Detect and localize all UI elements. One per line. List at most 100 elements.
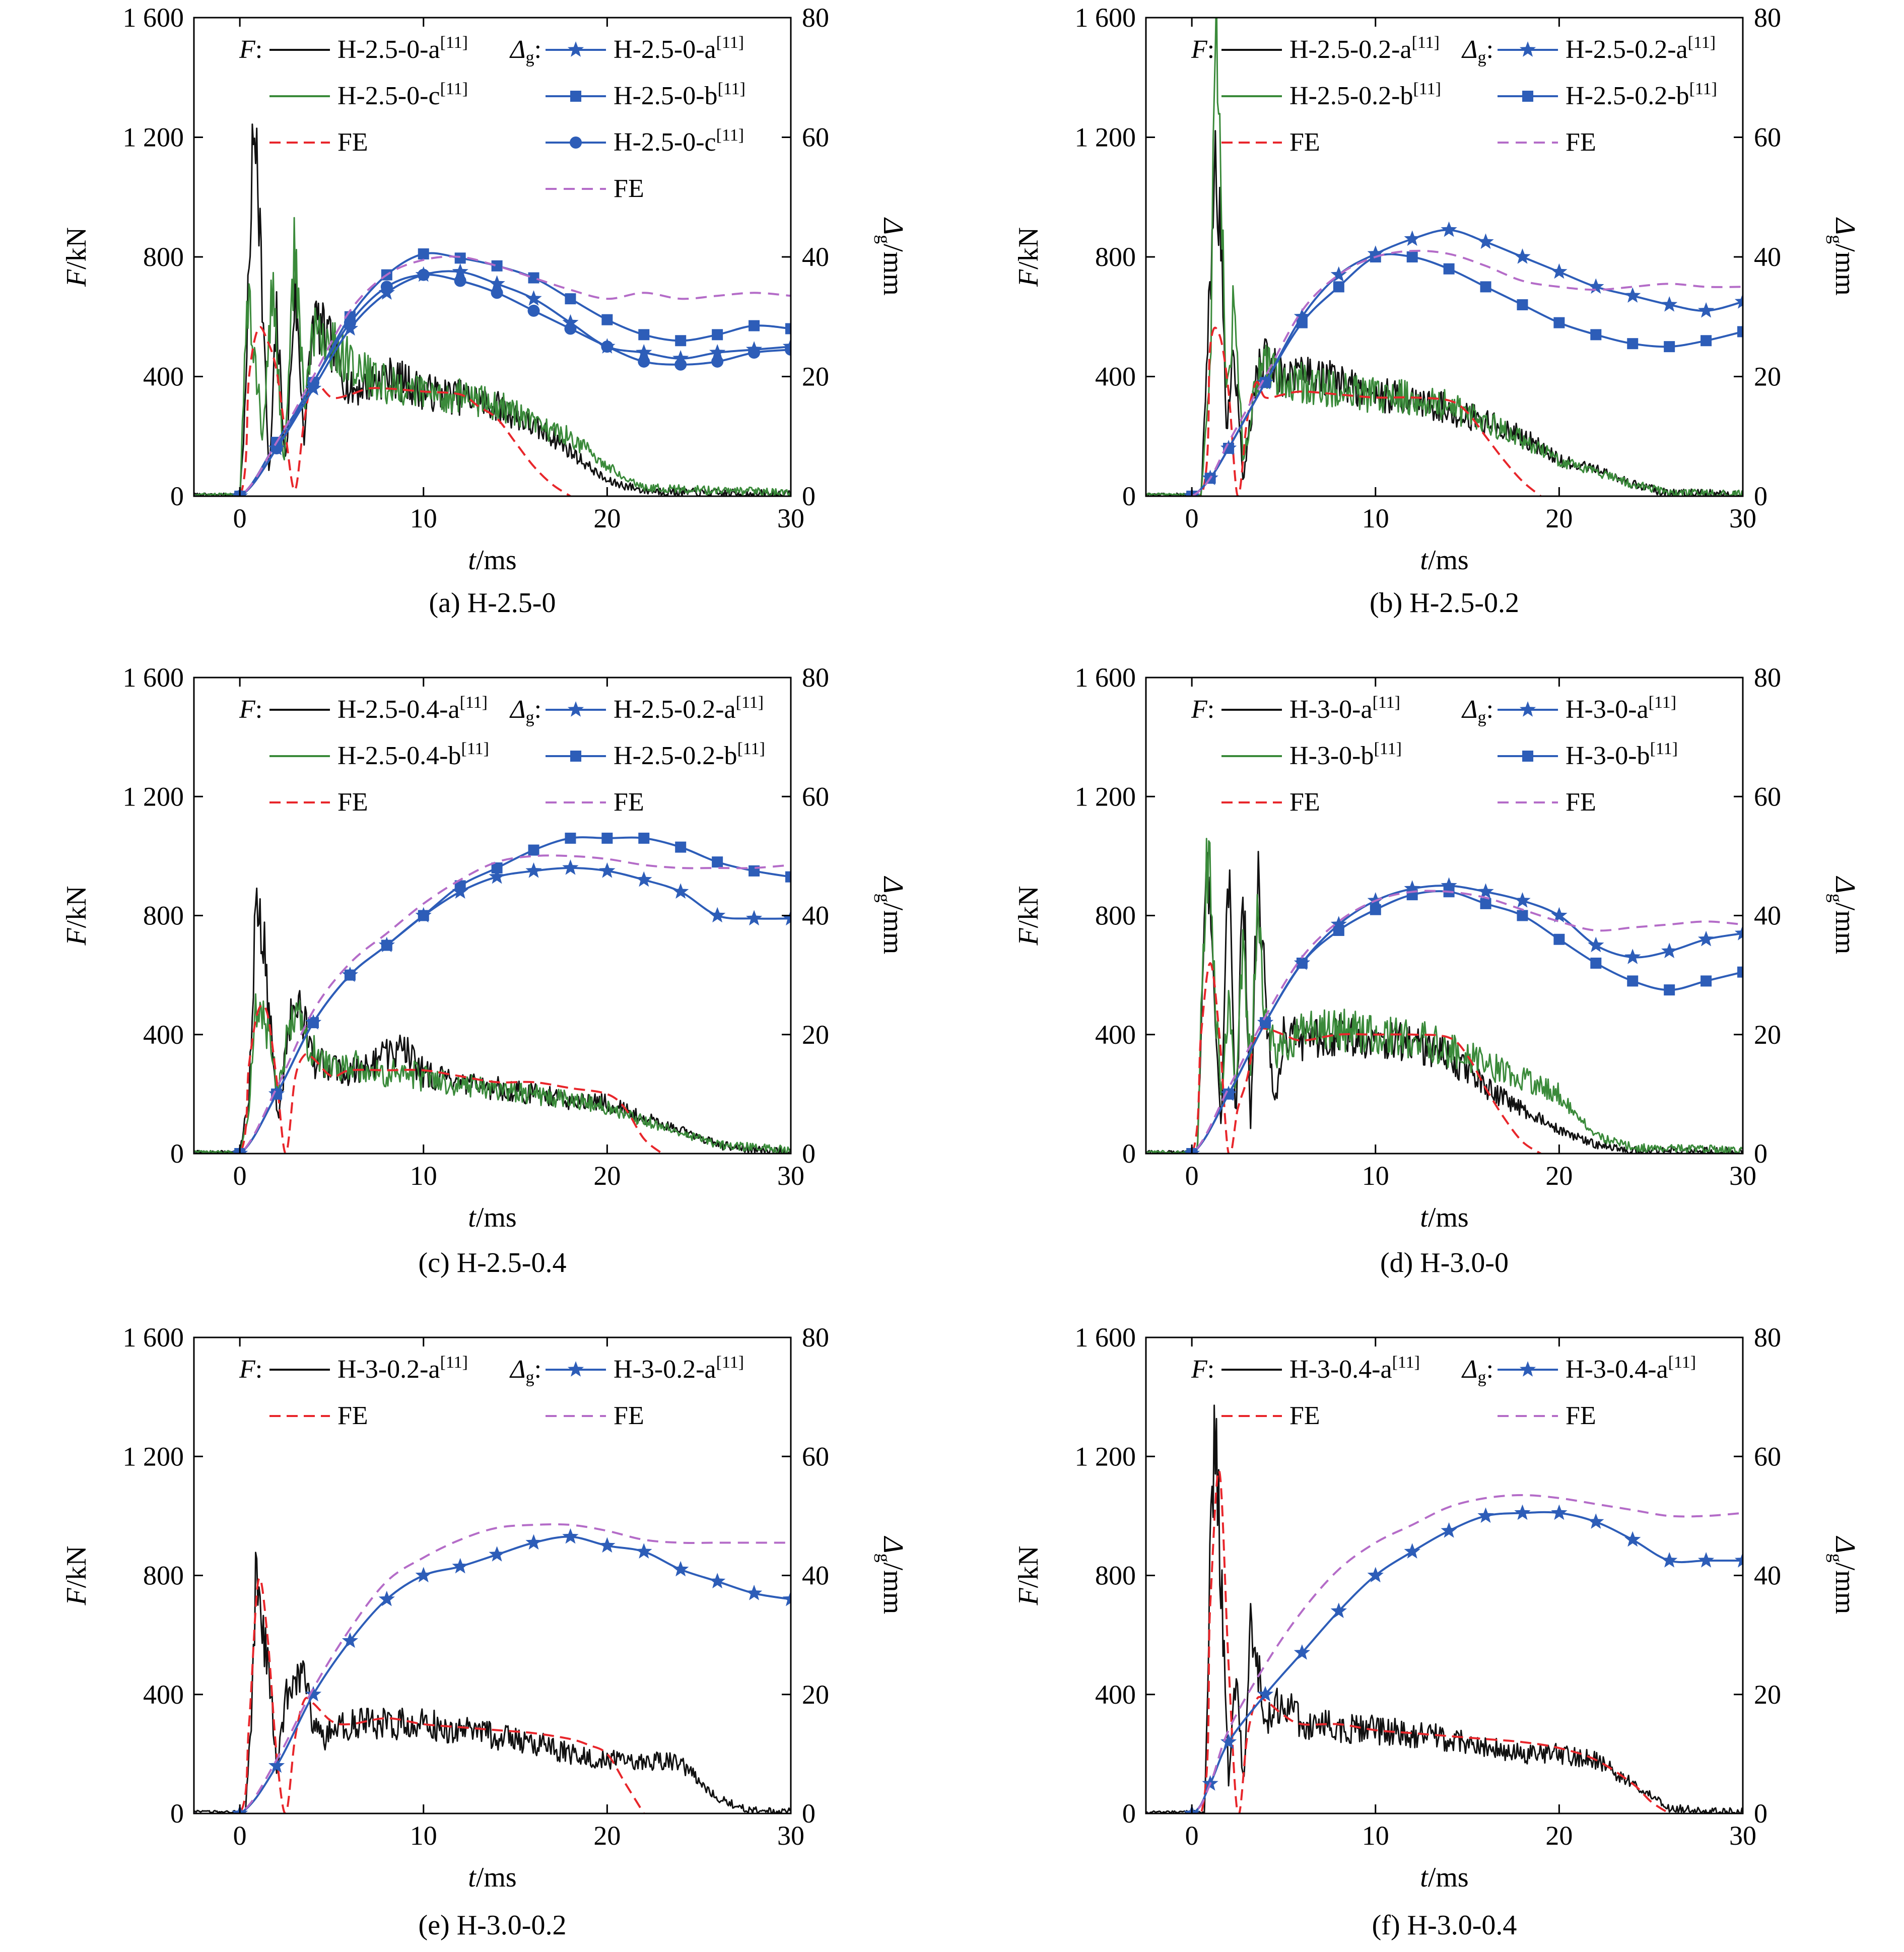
y-left-tick-label: 800 bbox=[1095, 242, 1136, 272]
data-point-marker bbox=[782, 910, 791, 926]
y-right-tick-label: 40 bbox=[1754, 1561, 1781, 1591]
data-point-marker bbox=[601, 314, 613, 325]
data-point-marker bbox=[1477, 233, 1494, 249]
y-left-tick-label: 1 200 bbox=[123, 781, 184, 812]
legend-marker bbox=[1519, 701, 1536, 717]
legend-force-entry: FE bbox=[337, 128, 368, 157]
legend-force-entry: FE bbox=[337, 1401, 368, 1430]
y-right-tick-label: 60 bbox=[802, 122, 829, 153]
data-point-marker bbox=[454, 275, 466, 287]
x-tick-label: 10 bbox=[1362, 1821, 1389, 1851]
legend-disp-entry: H-2.5-0.2-a[11] bbox=[1566, 33, 1716, 64]
data-point-marker bbox=[1514, 248, 1531, 264]
y-left-tick-label: 800 bbox=[143, 901, 184, 931]
legend-disp-prefix: Δg: bbox=[1461, 1355, 1493, 1387]
data-point-marker bbox=[785, 871, 791, 883]
data-point-marker bbox=[1517, 910, 1528, 921]
y-left-tick-label: 1 200 bbox=[1075, 781, 1136, 812]
data-point-marker bbox=[599, 862, 616, 878]
data-point-marker bbox=[1624, 1531, 1641, 1547]
data-point-marker bbox=[782, 1590, 791, 1606]
y-right-axis-label: Δg/mm bbox=[1826, 876, 1861, 955]
y-right-tick-label: 0 bbox=[802, 1798, 815, 1829]
legend-marker bbox=[570, 751, 582, 762]
y-right-tick-label: 40 bbox=[1754, 901, 1781, 931]
displacement-series-2 bbox=[1146, 890, 1743, 1154]
data-point-marker bbox=[1661, 1552, 1678, 1568]
data-point-marker bbox=[378, 1590, 395, 1606]
data-point-marker bbox=[491, 287, 503, 299]
legend-force-prefix: F: bbox=[239, 695, 262, 724]
y-right-axis-label: Δg/mm bbox=[874, 217, 909, 296]
y-left-tick-label: 400 bbox=[143, 362, 184, 392]
legend: F: H-2.5-0.4-a[11] H-2.5-0.4-b[11] FE Δg: H-2… bbox=[239, 693, 765, 817]
y-right-tick-label: 0 bbox=[1754, 481, 1767, 511]
y-left-tick-label: 400 bbox=[1095, 1679, 1136, 1710]
legend-force-entry: FE bbox=[337, 788, 368, 817]
y-right-tick-label: 40 bbox=[1754, 242, 1781, 272]
data-point-marker bbox=[1406, 251, 1418, 262]
data-point-marker bbox=[528, 844, 539, 856]
x-tick-label: 20 bbox=[1545, 503, 1573, 533]
y-left-axis-label: F/kN bbox=[61, 227, 92, 287]
force-series-1 bbox=[194, 887, 791, 1154]
legend-disp-prefix: Δg: bbox=[1461, 35, 1493, 67]
displacement-series-2 bbox=[1146, 1494, 1743, 1813]
data-point-marker bbox=[638, 355, 650, 368]
legend-force-prefix: F: bbox=[1191, 1355, 1214, 1384]
y-right-tick-label: 80 bbox=[802, 1322, 829, 1353]
x-axis-label: t/ms bbox=[1420, 1862, 1468, 1893]
plot-area bbox=[1146, 1404, 1743, 1813]
legend-disp-entry: FE bbox=[1566, 1401, 1596, 1430]
data-point-marker bbox=[711, 355, 724, 368]
displacement-series-2 bbox=[194, 1523, 791, 1813]
legend-disp-entry: FE bbox=[1566, 128, 1596, 157]
y-right-axis-label: Δg/mm bbox=[1826, 217, 1861, 296]
x-axis-label: t/ms bbox=[1420, 1202, 1468, 1233]
data-point-marker bbox=[638, 832, 650, 844]
legend-force-entry: FE bbox=[1289, 1401, 1320, 1430]
y-left-tick-label: 800 bbox=[1095, 1561, 1136, 1591]
x-tick-label: 0 bbox=[1185, 503, 1199, 533]
y-right-tick-label: 60 bbox=[1754, 1441, 1781, 1471]
data-point-marker bbox=[1441, 877, 1457, 893]
data-point-marker bbox=[672, 350, 689, 366]
force-series-2 bbox=[1146, 1469, 1670, 1813]
data-point-marker bbox=[1664, 341, 1675, 353]
legend-marker bbox=[1519, 1361, 1536, 1377]
y-left-tick-label: 1 600 bbox=[123, 662, 184, 693]
panel-caption: (c) H-2.5-0.4 bbox=[419, 1247, 567, 1278]
x-tick-label: 20 bbox=[1545, 1821, 1573, 1851]
data-point-marker bbox=[712, 329, 723, 341]
data-point-marker bbox=[565, 293, 576, 305]
y-left-tick-label: 400 bbox=[1095, 1020, 1136, 1050]
data-point-marker bbox=[1294, 308, 1311, 324]
legend-force-entry: H-2.5-0.2-a[11] bbox=[1289, 33, 1440, 64]
data-point-marker bbox=[307, 376, 319, 389]
y-left-tick-label: 1 200 bbox=[1075, 1441, 1136, 1471]
y-left-tick-label: 0 bbox=[1122, 1798, 1136, 1829]
legend-force-entry: H-3-0-b[11] bbox=[1289, 739, 1402, 770]
legend: F: H-3-0.4-a[11] FE Δg: H-3-0.4-a[11] FE bbox=[1191, 1353, 1696, 1430]
data-point-marker bbox=[452, 1558, 468, 1574]
data-point-marker bbox=[1517, 299, 1528, 310]
data-point-marker bbox=[271, 1088, 283, 1100]
data-point-marker bbox=[1294, 1644, 1311, 1660]
legend-disp-entry: H-3-0.2-a[11] bbox=[614, 1353, 744, 1384]
legend-force-entry: H-2.5-0-c[11] bbox=[337, 80, 468, 110]
plot-area bbox=[194, 832, 791, 1154]
x-tick-label: 30 bbox=[1729, 1821, 1756, 1851]
panel-caption: (e) H-3.0-0.2 bbox=[419, 1910, 567, 1941]
force-series-3 bbox=[194, 1003, 663, 1154]
y-left-tick-label: 800 bbox=[1095, 901, 1136, 931]
force-series-2 bbox=[1146, 838, 1743, 1154]
data-point-marker bbox=[270, 442, 283, 454]
legend-disp-entry: FE bbox=[614, 1401, 644, 1430]
legend-disp-entry: H-2.5-0.2-a[11] bbox=[614, 693, 764, 724]
legend-force-entry: H-2.5-0.2-b[11] bbox=[1289, 80, 1441, 110]
y-left-tick-label: 1 200 bbox=[123, 1441, 184, 1471]
data-point-marker bbox=[1330, 1602, 1347, 1619]
data-point-marker bbox=[672, 883, 689, 899]
data-point-marker bbox=[672, 1561, 689, 1577]
